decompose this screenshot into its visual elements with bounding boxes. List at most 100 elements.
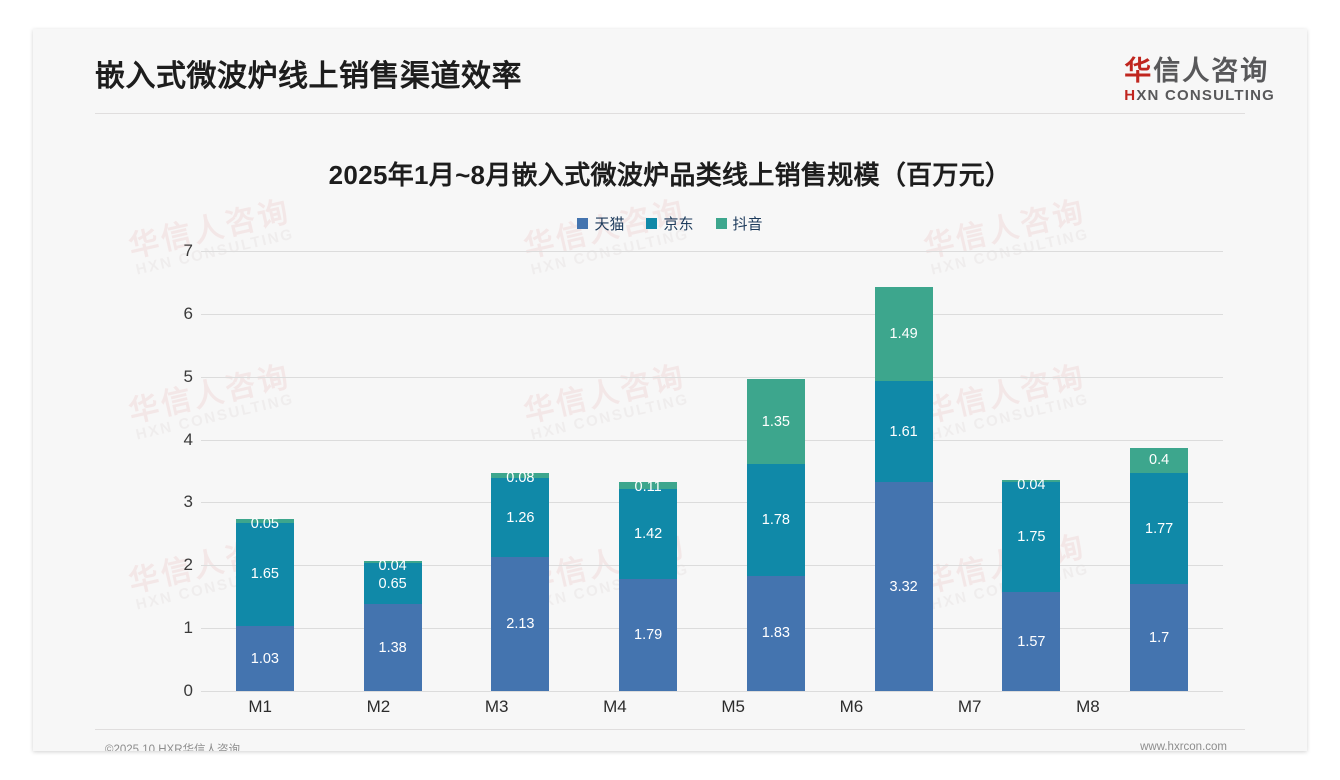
x-axis-tick: M7 [957,697,982,716]
chart-title: 2025年1月~8月嵌入式微波炉品类线上销售规模（百万元） [328,160,1012,190]
page-title: 嵌入式微波炉线上销售渠道效率 [95,60,522,93]
bar-segment[interactable]: 0.04 [1002,477,1061,493]
bar-segment[interactable]: 3.32 [874,482,933,691]
bar-value-label: 0.11 [634,479,662,496]
bar-value-label: 1.38 [378,639,407,656]
bar-segment[interactable]: 1.35 [746,379,805,465]
slide-header: 嵌入式微波炉线上销售渠道效率 华信人咨询 HXN CONSULTING [33,29,1307,117]
bar-value-label: 1.79 [634,626,663,643]
gridline [201,313,1223,315]
bar-segment[interactable]: 1.26 [491,477,550,558]
bar-segment[interactable]: 2.13 [491,557,550,691]
bar-segment[interactable]: 1.42 [619,489,678,579]
bar-value-label: 0.04 [1017,476,1046,493]
bar-segment[interactable]: 1.77 [1130,472,1189,585]
bar-segment[interactable]: 0.11 [619,479,678,495]
bar-column[interactable]: 0.11 1.42 1.79 [619,251,678,691]
legend-item-1[interactable]: 京东 [646,213,694,234]
gridline [201,565,1223,567]
bar-segment[interactable]: 1.57 [1002,592,1061,691]
y-axis-tick: 7 [183,241,193,260]
legend-item-2[interactable]: 抖音 [715,213,763,234]
bar-value-label: 0.65 [378,575,407,592]
bar-value-label: 1.7 [1149,629,1170,646]
slide-card: 华信人咨询 HXN CONSULTING 华信人咨询 HXN CONSULTING … [33,29,1307,751]
gridline [201,439,1223,441]
bar-segment[interactable]: 0.65 [363,563,422,605]
x-axis-tick: M1 [248,697,272,716]
legend-swatch-icon [577,218,589,229]
bar-value-label: 0.04 [378,557,407,574]
x-axis-tick: M6 [839,697,864,716]
x-axis-labels: M1 M2 M3 M4 M5 M6 M7 M8 [201,697,1147,717]
bar-segment[interactable]: 1.03 [235,626,294,691]
bar-column[interactable]: 1.49 1.61 3.32 [874,251,933,691]
bar-segment[interactable]: 1.38 [363,604,422,691]
bar-segment[interactable]: 0.05 [235,516,294,532]
y-axis-tick: 2 [183,555,193,575]
brand-logo-en-accent: H [1124,87,1137,105]
y-axis-tick: 1 [183,618,193,638]
bar-column[interactable]: 0.04 1.75 1.57 [1002,251,1061,691]
legend-label: 天猫 [594,216,625,233]
y-axis-tick: 6 [183,303,193,323]
brand-logo-cn: 华信人咨询 [1124,57,1275,85]
bar-value-label: 1.26 [506,509,535,526]
bar-column[interactable]: 0.04 0.65 1.38 [363,251,422,691]
bar-segment[interactable]: 1.61 [874,381,933,483]
brand-logo-en: HXN CONSULTING [1124,87,1275,104]
bar-value-label: 0.4 [1149,452,1170,469]
bar-value-label: 0.05 [250,516,279,533]
x-axis-tick: M2 [366,697,391,716]
bar-value-label: 1.78 [761,512,790,529]
y-axis-tick: 5 [183,366,193,386]
x-axis-tick: M4 [603,697,627,716]
bar-value-label: 1.03 [250,650,279,667]
bar-segment[interactable]: 1.78 [746,464,805,576]
brand-logo-en-rest: XN CONSULTING [1136,87,1275,105]
legend-item-0[interactable]: 天猫 [577,213,624,234]
legend-label: 京东 [663,216,694,233]
bar-segment[interactable]: 1.79 [619,578,678,691]
bar-segment[interactable]: 1.65 [235,522,294,627]
legend-swatch-icon [715,218,727,229]
bar-segment[interactable]: 1.75 [1002,482,1061,593]
gridline [201,502,1223,504]
bar-segment[interactable]: 1.49 [874,287,933,382]
bar-value-label: 2.13 [506,616,535,633]
bar-column[interactable]: 0.05 1.65 1.03 [235,251,294,691]
bar-value-label: 1.57 [1017,633,1046,650]
bar-column[interactable]: 0.08 1.26 2.13 [491,251,550,691]
bar-value-label: 1.65 [250,566,279,583]
bar-segment[interactable]: 0.08 [491,470,550,486]
bar-value-label: 1.35 [761,413,790,430]
bar-value-label: 0.08 [506,469,535,486]
legend-label: 抖音 [732,216,763,233]
bar-segment[interactable]: 0.4 [1130,447,1189,473]
x-axis-tick: M3 [484,697,509,716]
bar-segment[interactable]: 1.83 [746,575,805,691]
bar-value-label: 1.77 [1145,520,1174,537]
footer-website: www.hxrcon.com [1140,741,1227,751]
footer-copyright: ©2025.10 HXR华信人咨询 [105,744,241,751]
gridline [201,251,1223,252]
x-axis-tick: M8 [1076,697,1100,716]
bar-column[interactable]: 0.4 1.77 1.7 [1130,251,1189,691]
legend-swatch-icon [646,218,658,229]
y-axis-tick: 0 [183,681,193,700]
y-axis-tick: 3 [183,492,193,512]
gridline [201,691,1223,692]
bar-value-label: 1.42 [634,525,663,542]
bar-segment[interactable]: 1.7 [1130,584,1189,691]
bar-value-label: 1.83 [761,625,790,642]
bar-segment[interactable]: 0.04 [363,558,422,574]
brand-logo-cn-accent: 华 [1124,56,1154,86]
y-axis-tick: 4 [183,429,193,449]
bar-value-label: 1.49 [889,326,918,343]
bar-group: 0.05 1.65 1.03 0.04 0.65 1.38 0.08 1.26 2.13 0.11… [201,251,1223,691]
x-axis-tick: M5 [721,697,745,716]
bar-value-label: 1.61 [889,423,918,440]
bar-column[interactable]: 1.35 1.78 1.83 [746,251,805,691]
